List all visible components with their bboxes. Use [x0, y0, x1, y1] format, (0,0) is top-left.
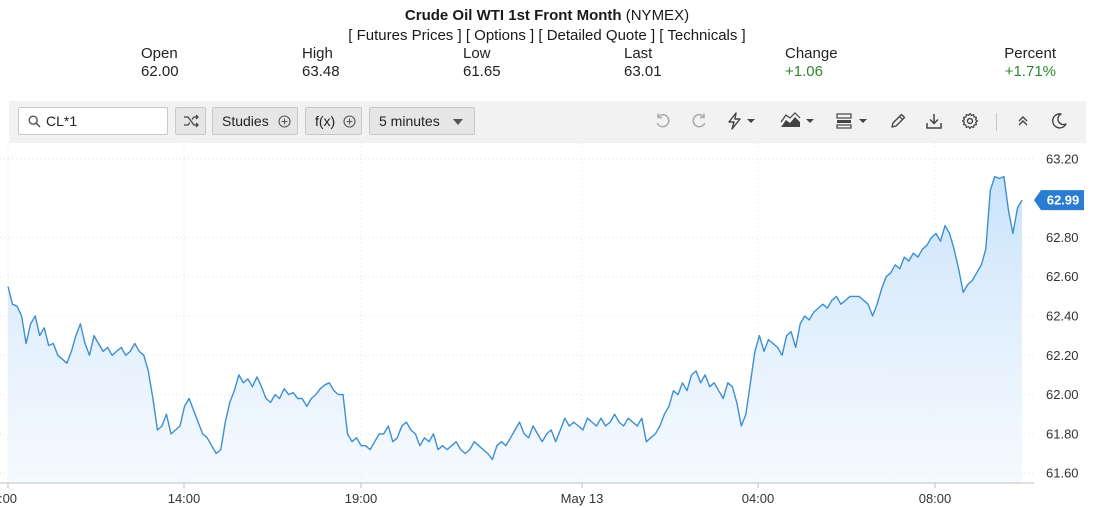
- quote-last: Last 63.01: [624, 45, 662, 81]
- quote-low: Low 61.65: [463, 45, 501, 81]
- compare-button[interactable]: [175, 107, 206, 135]
- percent-value: +1.71%: [1004, 63, 1056, 80]
- last-label: Last: [624, 45, 653, 62]
- change-value: +1.06: [785, 63, 823, 80]
- grid-lines: [0, 143, 1034, 483]
- low-value: 61.65: [463, 63, 501, 80]
- undo-icon[interactable]: [654, 112, 672, 130]
- interval-dropdown[interactable]: 5 minutes: [369, 107, 475, 135]
- price-chart[interactable]: 63.20 62.80 62.60 62.40 62.20 62.00 61.80 61.60…: [0, 143, 1094, 508]
- quote-links: [ Futures Prices ] [ Options ] [ Detaile…: [0, 26, 1094, 46]
- x-tick-label: 14:00: [168, 491, 201, 506]
- link-futures-prices[interactable]: [ Futures Prices ]: [348, 27, 462, 44]
- link-technicals[interactable]: [ Technicals ]: [659, 27, 746, 44]
- price-area-fill: [8, 176, 1022, 483]
- high-label: High: [302, 45, 333, 62]
- caret-down-icon: [453, 119, 463, 125]
- chart-toolbar: Studies f(x) 5 minutes: [9, 101, 1086, 143]
- instrument-title: Crude Oil WTI 1st Front Month (NYMEX): [0, 6, 1094, 26]
- open-value: 62.00: [141, 63, 179, 80]
- x-tick-label: 08:00: [919, 491, 952, 506]
- quote-percent: Percent +1.71%: [1004, 45, 1056, 81]
- last-price-badge: 62.99: [1034, 190, 1084, 211]
- last-value: 63.01: [624, 63, 662, 80]
- redo-icon[interactable]: [690, 112, 708, 130]
- flash-dropdown-icon[interactable]: [726, 112, 758, 130]
- x-tick-label: 19:00: [345, 491, 378, 506]
- price-line: [7, 175, 1023, 461]
- link-detailed-quote[interactable]: [ Detailed Quote ]: [538, 27, 656, 44]
- search-icon: [28, 115, 41, 128]
- y-tick-label: 62.60: [1046, 269, 1079, 284]
- add-circle-icon: [278, 115, 291, 128]
- symbol-search[interactable]: [18, 107, 168, 135]
- y-axis: 63.20 62.80 62.60 62.40 62.20 62.00 61.80 61.60: [1046, 151, 1079, 480]
- y-tick-label: 62.00: [1046, 387, 1079, 402]
- last-price-marker: [1034, 190, 1084, 211]
- y-tick-label: 63.20: [1046, 151, 1079, 166]
- y-tick-label: 62.80: [1046, 230, 1079, 245]
- quote-change: Change +1.06: [785, 45, 838, 81]
- x-tick-label: May 13: [561, 491, 604, 506]
- add-circle-icon: [343, 115, 356, 128]
- pencil-icon[interactable]: [889, 112, 907, 130]
- symbol-input[interactable]: [46, 112, 161, 130]
- x-tick-label: :00: [0, 491, 17, 506]
- y-tick-label: 61.80: [1046, 426, 1079, 441]
- instrument-name: Crude Oil WTI 1st Front Month: [404, 7, 622, 24]
- high-value: 63.48: [302, 63, 340, 80]
- dark-mode-moon-icon[interactable]: [1050, 112, 1068, 130]
- collapse-up-icon[interactable]: [1014, 112, 1032, 130]
- x-tick-label: 04:00: [742, 491, 775, 506]
- instrument-exchange: (NYMEX): [625, 7, 690, 24]
- last-price-label: 62.99: [1047, 193, 1080, 208]
- quote-high: High 63.48: [302, 45, 340, 81]
- functions-button[interactable]: f(x): [305, 107, 362, 135]
- quote-open: Open 62.00: [141, 45, 179, 81]
- percent-label: Percent: [1004, 45, 1056, 62]
- low-label: Low: [463, 45, 491, 62]
- open-label: Open: [141, 45, 178, 62]
- functions-label: f(x): [315, 113, 336, 129]
- settings-gear-icon[interactable]: [961, 112, 979, 130]
- y-tick-label: 61.60: [1046, 466, 1079, 481]
- studies-button[interactable]: Studies: [212, 107, 298, 135]
- shuffle-icon: [184, 114, 199, 128]
- download-icon[interactable]: [925, 112, 943, 130]
- studies-label: Studies: [222, 113, 269, 129]
- layout-dropdown-icon[interactable]: [836, 112, 870, 130]
- chart-type-dropdown-icon[interactable]: [780, 112, 816, 130]
- interval-label: 5 minutes: [379, 113, 440, 129]
- link-options[interactable]: [ Options ]: [465, 27, 535, 44]
- x-axis: :00 14:00 19:00 May 13 04:00 08:00: [0, 483, 951, 506]
- change-label: Change: [785, 45, 838, 62]
- toolbar-divider: [996, 113, 997, 131]
- y-tick-label: 62.20: [1046, 348, 1079, 363]
- y-tick-label: 62.40: [1046, 309, 1079, 324]
